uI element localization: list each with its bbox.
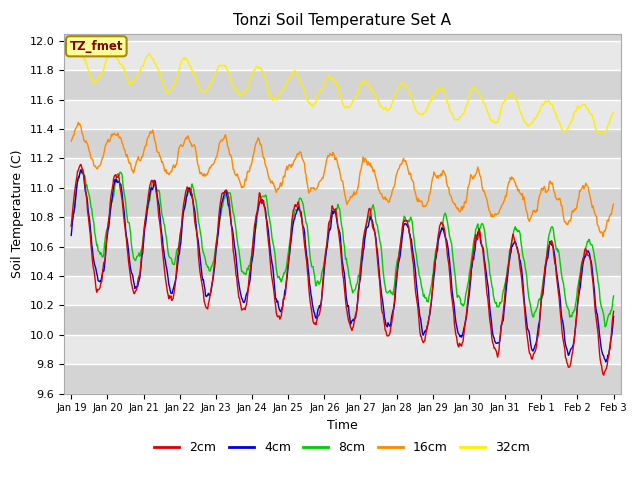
Bar	[64, 129, 621, 158]
Bar	[64, 188, 621, 217]
Bar	[64, 71, 621, 100]
Bar	[64, 247, 621, 276]
X-axis label: Time: Time	[327, 419, 358, 432]
Legend: 2cm, 4cm, 8cm, 16cm, 32cm: 2cm, 4cm, 8cm, 16cm, 32cm	[150, 436, 535, 459]
Bar	[64, 217, 621, 247]
Y-axis label: Soil Temperature (C): Soil Temperature (C)	[11, 149, 24, 278]
Bar	[64, 364, 621, 394]
Bar	[64, 305, 621, 335]
Bar	[64, 41, 621, 71]
Bar	[64, 100, 621, 129]
Bar	[64, 158, 621, 188]
Bar	[64, 276, 621, 305]
Title: Tonzi Soil Temperature Set A: Tonzi Soil Temperature Set A	[234, 13, 451, 28]
Bar	[64, 335, 621, 364]
Text: TZ_fmet: TZ_fmet	[70, 40, 123, 53]
Bar	[64, 12, 621, 41]
